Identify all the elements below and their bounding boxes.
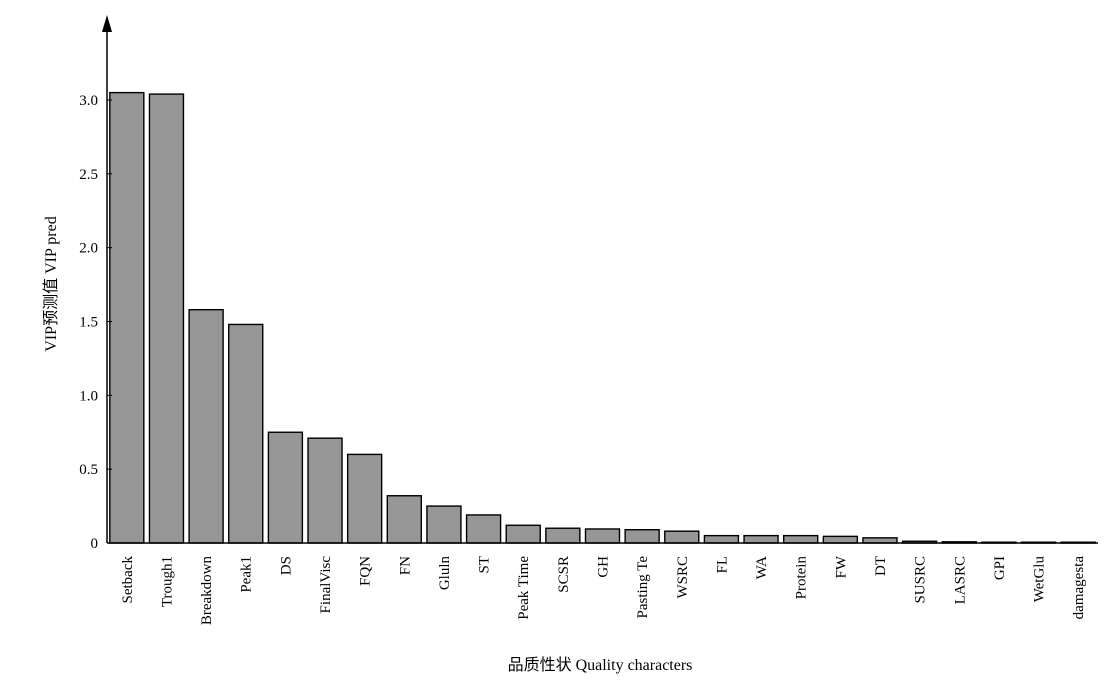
x-tick-label: WA: [754, 556, 770, 579]
bar-breakdown: [188, 308, 224, 544]
bar-setback: [109, 91, 145, 544]
bar-dt: [862, 537, 898, 544]
bar-fw: [822, 535, 859, 544]
bar-pasting-te: [624, 529, 660, 544]
x-tick-label: DT: [873, 556, 889, 576]
x-tick-label: FN: [397, 556, 413, 575]
x-tick-label: SCSR: [556, 556, 572, 593]
y-tick-label: 1.0: [79, 388, 98, 404]
bar-protein: [783, 534, 819, 544]
x-tick-labels: Setback Trough1 Breakdown Peak1 DS FinalVisc F…: [120, 555, 1087, 625]
x-tick-label: Setback: [120, 556, 136, 604]
x-tick-label: WSRC: [675, 556, 691, 599]
x-tick-label: SUSRC: [913, 556, 929, 604]
bar-wsrc: [664, 530, 700, 544]
x-tick-label: Breakdown: [199, 556, 215, 626]
x-tick-label: DS: [278, 556, 294, 575]
bar-wa: [743, 534, 779, 544]
bar-finalvisc: [307, 437, 343, 544]
x-tick-label: FL: [714, 556, 730, 574]
y-axis: [102, 15, 112, 543]
bar-peak1: [228, 323, 264, 544]
bar-gh: [584, 528, 621, 544]
x-tick-label: Trough1: [159, 556, 175, 607]
x-tick-label: Peak Time: [516, 556, 532, 620]
y-ticks: 0 0.5 1.0 1.5 2.0 2.5 3.0: [79, 93, 112, 552]
x-tick-label: ST: [477, 556, 493, 574]
bar-fn: [386, 495, 422, 544]
y-tick-label: 1.5: [79, 315, 98, 331]
bar-st: [465, 514, 502, 544]
y-tick-label: 0.5: [79, 462, 98, 478]
x-tick-label: WetGlu: [1032, 556, 1048, 603]
bars-group: [109, 91, 1096, 544]
y-tick-label: 2.5: [79, 167, 98, 183]
x-tick-label: FQN: [358, 556, 374, 586]
x-tick-label: Peak1: [239, 556, 255, 593]
y-tick-label: 0: [91, 536, 99, 552]
x-tick-label: GH: [596, 556, 612, 578]
y-axis-title: VIP预测值 VIP pred: [42, 216, 60, 351]
y-tick-label: 3.0: [79, 93, 98, 109]
y-axis-arrow-icon: [102, 15, 112, 32]
x-tick-label: GPI: [992, 556, 1008, 580]
x-axis-title: 品质性状 Quality characters: [508, 656, 693, 674]
x-tick-label: damagesta: [1071, 556, 1087, 620]
x-tick-label: FinalVisc: [318, 556, 334, 614]
x-tick-label: Protein: [794, 556, 810, 600]
bar-fl: [703, 534, 740, 544]
bar-gluln: [426, 505, 462, 544]
x-tick-label: FW: [833, 555, 849, 578]
y-tick-label: 2.0: [79, 241, 98, 257]
bar-peak-time: [505, 524, 541, 544]
x-tick-label: Gluln: [437, 556, 453, 591]
bar-ds: [267, 431, 304, 544]
x-tick-label: Pasting Te: [635, 556, 651, 619]
bar-trough1: [148, 93, 185, 544]
bar-scsr: [545, 527, 581, 544]
x-tick-label: LASRC: [952, 556, 968, 604]
bar-fqn: [346, 453, 383, 544]
